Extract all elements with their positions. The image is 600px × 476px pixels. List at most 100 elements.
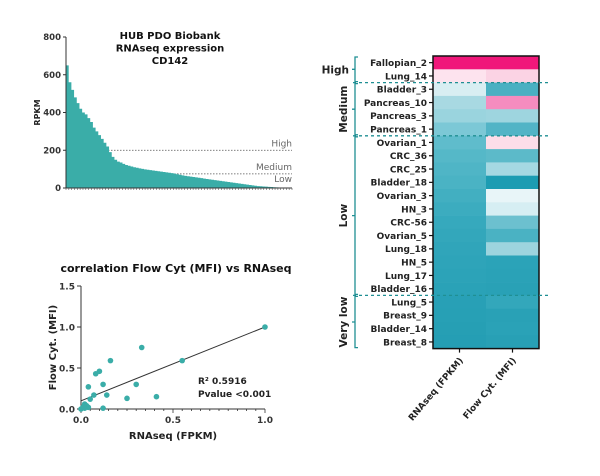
row-label: Pancreas_3 xyxy=(370,112,427,122)
heatmap-cell xyxy=(486,109,540,123)
scatter-point xyxy=(153,393,160,400)
x-axis-label: RNAseq (FPKM) xyxy=(129,431,217,442)
heatmap-cell xyxy=(433,282,487,296)
scatter-point xyxy=(85,404,92,411)
group-bracket xyxy=(352,82,358,136)
row-label: Lung_18 xyxy=(385,245,427,255)
y-tick-label: 0.0 xyxy=(59,406,75,416)
y-tick-label: 0.5 xyxy=(59,365,75,375)
row-label: CRC_25 xyxy=(390,165,427,175)
row-label: HN_5 xyxy=(401,258,427,268)
row-label: Lung_17 xyxy=(385,272,427,282)
heatmap-cell xyxy=(433,242,487,256)
heatmap-cell xyxy=(486,322,540,336)
scatter-point xyxy=(87,396,93,402)
group-label: High xyxy=(322,64,349,76)
axes: 0 200 400 600 800 RPKM xyxy=(33,33,293,194)
scatter-point xyxy=(78,406,84,412)
row-label: Lung_14 xyxy=(385,72,427,82)
row-label: Bladder_16 xyxy=(371,285,427,295)
heatmap-cell xyxy=(486,282,540,296)
heatmap-cell xyxy=(486,295,540,309)
group-label: Low xyxy=(338,204,350,228)
heatmap-cell xyxy=(433,268,487,283)
row-label: Ovarian_1 xyxy=(377,139,427,149)
area-series xyxy=(66,65,292,188)
row-label: Ovarian_5 xyxy=(377,232,427,242)
group-bracket xyxy=(352,56,358,83)
scatter-point xyxy=(262,324,268,330)
area-fill xyxy=(66,65,292,188)
scatter-point xyxy=(107,357,114,364)
heatmap-cell xyxy=(433,82,487,97)
scatter-point xyxy=(124,395,130,402)
row-label: Ovarian_3 xyxy=(377,192,427,202)
group-bracket xyxy=(352,295,358,349)
heatmap-cell xyxy=(486,95,540,110)
heatmap-cell xyxy=(433,202,487,216)
pvalue-label: Pvalue <0.001 xyxy=(198,390,271,400)
y-axis-label: Flow Cyt. (MFI) xyxy=(48,305,59,390)
heatmap-cell xyxy=(433,95,487,110)
regression-line-path xyxy=(80,326,266,402)
heatmap-cell xyxy=(433,109,487,123)
chart-title: correlation Flow Cyt (MFI) vs RNAseq xyxy=(60,262,291,275)
heatmap-cell xyxy=(486,175,540,190)
heatmap-cell xyxy=(486,82,540,97)
heatmap-cell xyxy=(433,255,487,270)
r-squared-label: R² 0.5916 xyxy=(198,377,247,387)
scatter-point xyxy=(85,384,92,390)
heatmap-cell xyxy=(433,149,487,163)
heatmap-cell xyxy=(433,215,487,230)
title-line: RNAseq expression xyxy=(116,44,225,55)
threshold-label-medium: Medium xyxy=(256,163,292,173)
group-label: Medium xyxy=(338,86,350,133)
heatmap-cell xyxy=(433,189,487,203)
title-line: HUB PDO Biobank xyxy=(120,31,221,42)
row-label: Bladder_18 xyxy=(371,179,427,189)
threshold-label-low: Low xyxy=(274,175,292,185)
threshold-label-high: High xyxy=(271,139,292,149)
scatter-point xyxy=(92,370,99,377)
correlation-scatter-chart: correlation Flow Cyt (MFI) vs RNAseq 0.0… xyxy=(48,262,292,442)
x-tick-label: 1.0 xyxy=(257,416,273,426)
scatter-point xyxy=(100,381,106,388)
heatmap-cell xyxy=(486,69,540,83)
group-label: Very low xyxy=(338,296,350,347)
scatter-point xyxy=(133,381,139,388)
row-label: CRC_36 xyxy=(390,152,427,162)
row-label: CRC-56 xyxy=(390,219,427,229)
y-tick-label: 0 xyxy=(55,184,61,194)
row-label: Fallopian_2 xyxy=(370,59,427,69)
heatmap-cells xyxy=(432,55,540,350)
scatter-point xyxy=(91,392,97,398)
column-labels: RNAseq (FPKM)Flow Cyt. (MFI) xyxy=(407,348,519,423)
heatmap-cell xyxy=(486,122,540,137)
x-tick-label: 0.0 xyxy=(73,416,89,426)
group-brackets: High Medium Low Very low xyxy=(322,56,551,349)
heatmap-cell xyxy=(486,268,540,283)
heatmap-cell xyxy=(433,69,487,83)
chart-title-text: correlation Flow Cyt (MFI) vs RNAseq xyxy=(60,262,291,275)
heatmap-cell xyxy=(433,135,487,150)
y-axis-label: RPKM xyxy=(33,99,42,125)
y-tick-label: 200 xyxy=(43,146,61,156)
heatmap-cell xyxy=(486,189,540,203)
column-label: RNAseq (FPKM) xyxy=(407,356,466,423)
heatmap-cell xyxy=(433,228,487,243)
threshold-lines: High Medium Low xyxy=(66,139,292,185)
heatmap-cell xyxy=(486,202,540,216)
regression-line xyxy=(80,326,266,402)
row-labels: Fallopian_2 Lung_14 Bladder_3 Pancreas_10 Pa… xyxy=(364,59,433,348)
heatmap-cell xyxy=(486,255,540,270)
row-label: Breast_8 xyxy=(383,338,427,348)
heatmap-cell xyxy=(486,242,540,256)
heatmap-cell xyxy=(486,228,540,243)
heatmap-cell xyxy=(433,122,487,137)
y-tick-label: 1.0 xyxy=(59,324,75,334)
expression-heatmap: Fallopian_2 Lung_14 Bladder_3 Pancreas_10 Pa… xyxy=(322,55,551,423)
row-label: Pancreas_1 xyxy=(370,125,427,135)
column-label: Flow Cyt. (MFI) xyxy=(462,356,519,421)
heatmap-cell xyxy=(486,56,540,70)
